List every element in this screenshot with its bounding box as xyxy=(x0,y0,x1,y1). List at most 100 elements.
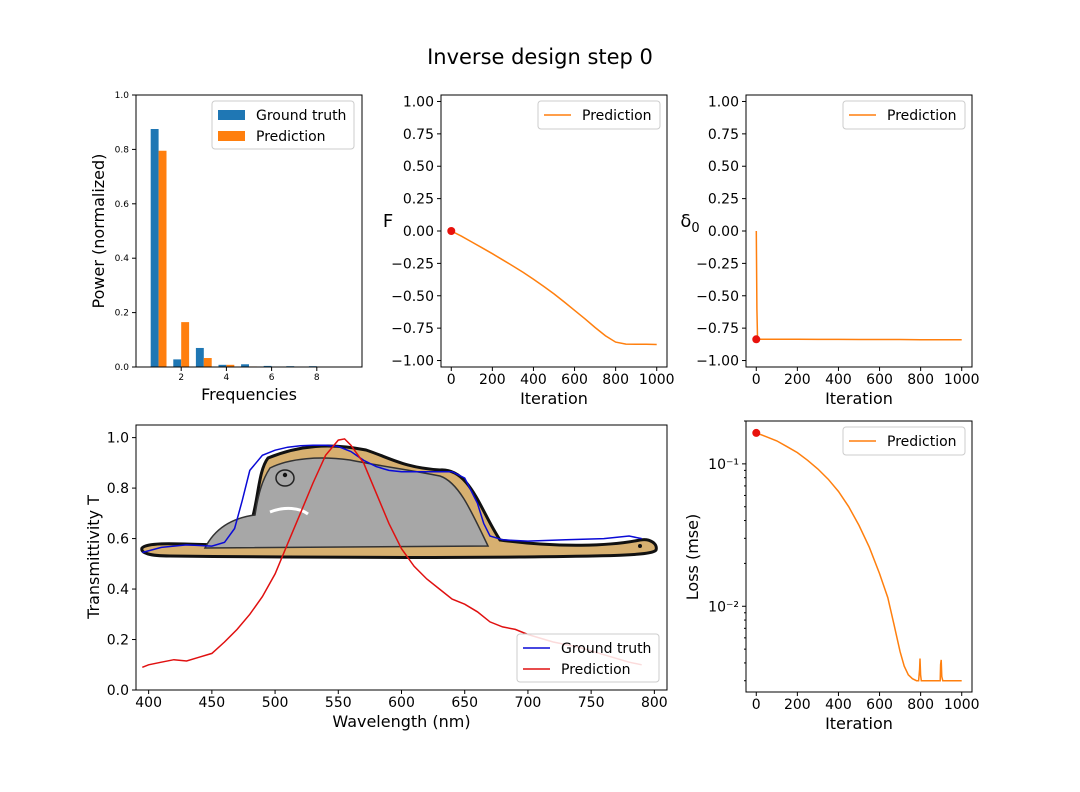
x-tick-label: 200 xyxy=(784,697,811,713)
y-tick-label: −0.25 xyxy=(391,256,434,272)
y-tick-label: 1.00 xyxy=(708,94,739,110)
x-tick-label: 700 xyxy=(515,695,542,711)
y-tick-label: −0.75 xyxy=(696,321,739,337)
y-axis-label: Transmittivity T xyxy=(84,495,103,620)
legend: Prediction xyxy=(842,100,966,130)
plot-area-F xyxy=(450,230,657,346)
legend-label-prediction: Prediction xyxy=(887,108,957,124)
y-tick-label: 0.2 xyxy=(115,309,129,319)
legend-label-prediction: Prediction xyxy=(256,129,326,145)
x-tick-label: 600 xyxy=(561,372,588,388)
x-tick-label: 800 xyxy=(602,372,629,388)
y-tick-label: −1.00 xyxy=(696,354,739,370)
current-step-marker xyxy=(752,335,761,344)
elephant-ear xyxy=(275,469,295,487)
y-tick-label: 0.2 xyxy=(107,633,129,649)
bar-ground-truth-4 xyxy=(218,364,227,367)
y-axis-label: δ0 xyxy=(680,211,699,236)
bar-ground-truth-6 xyxy=(263,365,272,367)
series-line-prediction xyxy=(755,230,962,341)
y-axis-label-subscript: 0 xyxy=(691,221,699,236)
x-tick-label: 8 xyxy=(314,373,320,383)
x-axis-label: Wavelength (nm) xyxy=(332,712,470,731)
y-tick-label: 10⁻¹ xyxy=(708,457,739,473)
legend-label-prediction: Prediction xyxy=(887,434,957,450)
x-tick-label: 0 xyxy=(752,697,761,713)
x-tick-label: 0 xyxy=(447,372,456,388)
y-tick-label: −0.25 xyxy=(696,256,739,272)
bar-ground-truth-5 xyxy=(241,364,249,367)
legend-label-ground-truth: Ground truth xyxy=(256,108,346,124)
x-axis-label: Frequencies xyxy=(201,385,297,404)
legend-swatch-ground-truth xyxy=(218,110,245,120)
x-axis-label: Iteration xyxy=(825,389,893,408)
y-tick-label: 0.4 xyxy=(115,254,130,264)
axes-frame xyxy=(745,420,973,693)
x-tick-label: 1000 xyxy=(944,697,980,713)
y-tick-label: 0.25 xyxy=(403,192,434,208)
x-tick-label: 750 xyxy=(578,695,605,711)
y-tick-label: −0.50 xyxy=(696,289,739,305)
y-tick-label: 0.6 xyxy=(115,200,130,210)
y-tick-label: 1.00 xyxy=(403,94,434,110)
x-tick-label: 800 xyxy=(907,372,934,388)
x-tick-label: 4 xyxy=(224,373,230,383)
x-tick-label: 0 xyxy=(752,372,761,388)
x-tick-label: 400 xyxy=(825,372,852,388)
bar-prediction-1 xyxy=(158,150,167,367)
y-tick-label: 0.00 xyxy=(403,224,434,240)
bar-prediction-2 xyxy=(181,322,190,367)
legend: Ground truth Prediction xyxy=(516,633,660,683)
legend-swatch-prediction xyxy=(218,131,245,141)
legend: Prediction xyxy=(842,426,966,456)
x-tick-label: 800 xyxy=(641,695,668,711)
y-tick-label: 10⁻² xyxy=(708,599,739,615)
y-tick-label: −1.00 xyxy=(391,354,434,370)
bar-ground-truth-1 xyxy=(150,129,159,367)
bar-prediction-4 xyxy=(226,364,235,367)
x-tick-label: 600 xyxy=(388,695,415,711)
chart-F: 0 200 400 600 800 1000 −1.00 −0.75 −0.50 −0.25 0.0… xyxy=(383,94,675,408)
y-axis-label: F xyxy=(383,211,393,232)
x-tick-label: 6 xyxy=(269,373,275,383)
legend-box xyxy=(211,100,355,150)
series-line-prediction xyxy=(142,438,642,668)
y-tick-label: −0.50 xyxy=(391,289,434,305)
y-tick-label: 0.0 xyxy=(107,683,129,699)
charts-container: 2 4 6 8 0.0 0.2 0.4 0.6 0.8 1.0 Frequencies Power (… xyxy=(84,91,980,733)
series-line-prediction xyxy=(756,432,962,682)
x-tick-label: 400 xyxy=(825,697,852,713)
x-tick-label: 800 xyxy=(907,697,934,713)
figure-title: Inverse design step 0 xyxy=(427,45,653,69)
x-tick-label: 500 xyxy=(262,695,289,711)
y-tick-label: 0.00 xyxy=(708,224,739,240)
y-tick-label: 0.8 xyxy=(107,481,129,497)
x-tick-label: 600 xyxy=(866,372,893,388)
y-tick-label: 1.0 xyxy=(107,431,129,447)
y-tick-label: 0.75 xyxy=(403,127,434,143)
x-tick-label: 1000 xyxy=(639,372,675,388)
x-tick-label: 1000 xyxy=(944,372,980,388)
y-tick-label: 0.25 xyxy=(708,192,739,208)
chart-loss: 0 200 400 600 800 1000 10⁻² 10⁻¹ Iteration Loss (… xyxy=(683,420,980,733)
legend-box xyxy=(516,633,660,683)
axes-frame xyxy=(440,94,668,368)
boa-elephant-drawing xyxy=(140,444,658,559)
legend-label-prediction: Prediction xyxy=(561,662,631,678)
chart-delta: 0 200 400 600 800 1000 −1.00 −0.75 −0.50 −0.25 0.0… xyxy=(680,94,979,408)
y-tick-label: 0.0 xyxy=(115,363,130,373)
legend-label-prediction: Prediction xyxy=(582,108,652,124)
x-tick-label: 400 xyxy=(520,372,547,388)
legend: Prediction xyxy=(537,100,661,130)
bar-ground-truth-2 xyxy=(173,359,182,367)
bar-prediction-3 xyxy=(203,358,212,367)
y-axis-label: Power (normalized) xyxy=(89,154,108,309)
plot-area-delta xyxy=(755,230,962,341)
y-tick-label: 0.8 xyxy=(115,145,130,155)
current-step-marker xyxy=(752,428,761,437)
x-tick-label: 200 xyxy=(784,372,811,388)
x-tick-label: 2 xyxy=(178,373,184,383)
x-axis-label: Iteration xyxy=(520,389,588,408)
legend-label-ground-truth: Ground truth xyxy=(561,641,651,657)
x-tick-label: 650 xyxy=(451,695,478,711)
